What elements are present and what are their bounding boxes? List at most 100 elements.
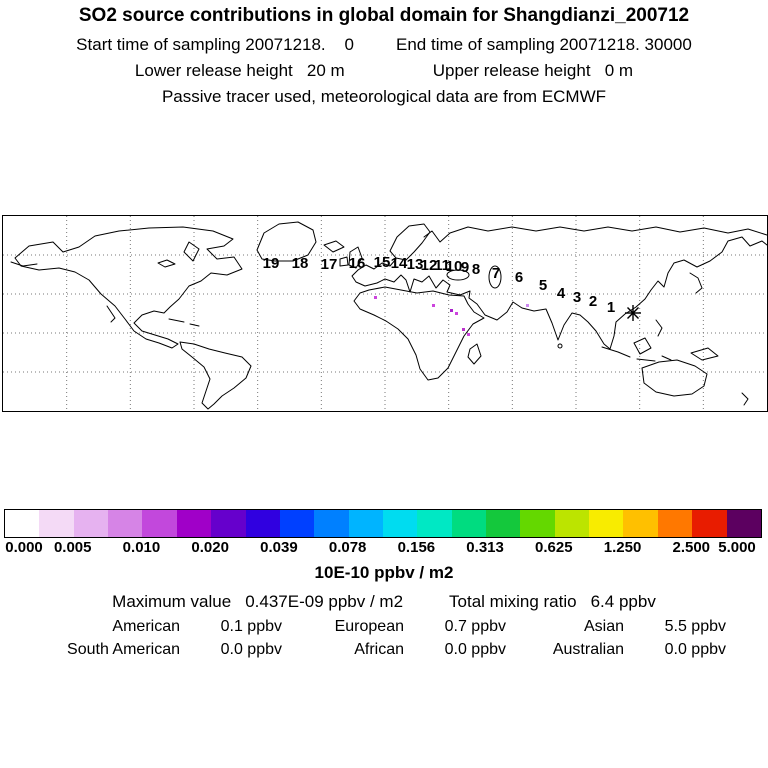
coastline-eurasia-south	[351, 236, 767, 350]
colorbar-segment	[279, 510, 315, 537]
svg-text:5: 5	[539, 277, 547, 294]
svg-text:15: 15	[374, 254, 391, 271]
colorbar-segment	[108, 510, 143, 537]
region-value: 0.1 ppbv	[220, 618, 282, 635]
max-value: 0.437E-09 ppbv / m2	[245, 592, 404, 611]
colorbar-tick: 0.005	[53, 539, 92, 556]
source-dots	[374, 296, 529, 336]
coastline-sri-lanka	[557, 343, 563, 349]
coastline-hispaniola	[189, 323, 200, 327]
colorbar-segment	[657, 510, 693, 537]
coastline-baltic	[357, 258, 397, 271]
colorbar-tick: 1.250	[603, 539, 642, 556]
release-height-line: Lower release height 20 m Upper release …	[0, 61, 768, 81]
svg-text:16: 16	[349, 255, 366, 272]
region-contribution-table: American 0.1 ppbv European 0.7 ppbv Asia…	[30, 618, 726, 659]
region-value: 5.5 ppbv	[664, 618, 726, 635]
svg-text:2: 2	[589, 293, 597, 310]
coastline-arctic-russia	[423, 226, 767, 243]
colorbar-segment	[692, 510, 727, 537]
colorbar-segment	[382, 510, 418, 537]
svg-text:9: 9	[461, 259, 469, 276]
region-label: South American	[67, 641, 180, 658]
svg-text:14: 14	[391, 255, 408, 272]
colorbar-segment	[211, 510, 246, 537]
start-time-text: Start time of sampling 20071218. 0	[76, 35, 354, 54]
svg-text:18: 18	[292, 255, 309, 272]
coastline-sumatra-java	[601, 346, 631, 358]
end-time-text: End time of sampling 20071218. 30000	[396, 35, 692, 54]
colorbar-tick: 5.000	[718, 539, 756, 556]
max-value-label: Maximum value	[112, 592, 232, 611]
region-label: American	[112, 618, 180, 635]
svg-text:7: 7	[492, 265, 500, 282]
page-title: SO2 source contributions in global domai…	[78, 5, 690, 26]
colorbar-tick: 0.625	[535, 539, 573, 556]
svg-text:10: 10	[446, 258, 463, 275]
coastline-north-america	[14, 226, 243, 349]
svg-text:13: 13	[407, 256, 424, 273]
coastline-iceland	[323, 240, 345, 253]
coastline-new-guinea	[690, 347, 719, 361]
colorbar-segment	[486, 510, 521, 537]
svg-text:12: 12	[421, 257, 438, 274]
colorbar-segment	[589, 510, 624, 537]
region-value: 0.0 ppbv	[220, 641, 282, 658]
svg-text:17: 17	[321, 256, 338, 273]
svg-text:6: 6	[515, 269, 523, 286]
tracer-note: Passive tracer used, meteorological data…	[161, 87, 607, 106]
colorbar-segment	[142, 510, 177, 537]
coastline-baja	[106, 305, 116, 323]
coastline-great-lakes	[157, 259, 176, 268]
colorbar-segment	[520, 510, 555, 537]
region-value: 0.0 ppbv	[664, 641, 726, 658]
region-label: European	[334, 618, 404, 635]
caspian-sea	[488, 265, 502, 289]
region-label: Australian	[552, 641, 624, 658]
svg-text:4: 4	[557, 285, 566, 302]
colorbar	[4, 509, 762, 538]
colorbar-tick: 0.020	[191, 539, 229, 556]
colorbar-unit-label: 10E-10 ppbv / m2	[314, 563, 454, 582]
receptor-marker	[625, 305, 641, 321]
black-sea	[446, 269, 470, 281]
colorbar-segment	[39, 510, 74, 537]
colorbar-tick-row: 0.000 0.005 0.010 0.020 0.039 0.078 0.156 0.313…	[0, 539, 768, 559]
coastline-africa	[353, 286, 485, 381]
region-label: Asian	[583, 618, 624, 635]
region-value: 0.7 ppbv	[444, 618, 506, 635]
coastline-japan	[689, 272, 703, 294]
lower-release-text: Lower release height 20 m	[134, 61, 345, 80]
colorbar-segment	[623, 510, 658, 537]
coastline-south-america	[179, 341, 252, 410]
coastline-scandinavia	[389, 223, 431, 261]
world-coastlines	[10, 221, 767, 410]
coastline-new-zealand	[741, 392, 749, 406]
colorbar-tick: 0.039	[260, 539, 298, 556]
coastline-cuba	[168, 318, 185, 323]
region-label: African	[354, 641, 404, 658]
colorbar-tick: 0.010	[122, 539, 161, 556]
svg-text:11: 11	[434, 257, 450, 274]
coastline-greenland	[256, 221, 317, 262]
coastline-madagascar	[467, 343, 482, 365]
upper-release-text: Upper release height 0 m	[432, 61, 634, 80]
svg-text:19: 19	[263, 255, 280, 272]
map-grid	[3, 216, 767, 411]
svg-text:1: 1	[607, 299, 615, 316]
coastline-britain	[348, 246, 363, 269]
coastline-philippines	[655, 319, 663, 337]
coastline-sulawesi	[661, 355, 672, 361]
summary-row: Maximum value 0.437E-09 ppbv / m2 Total …	[0, 592, 768, 612]
world-map-panel: 19 18 17 16 15 14 13 12 11 10 9 8 7 6 5 4 3 2 1	[2, 215, 768, 412]
colorbar-tick: 0.000	[5, 539, 43, 556]
region-value: 0.0 ppbv	[444, 641, 506, 658]
coastline-hudson-bay	[183, 241, 200, 262]
total-mixing-label: Total mixing ratio	[449, 592, 577, 611]
colorbar-tick: 0.156	[397, 539, 436, 556]
colorbar-tick: 0.078	[328, 539, 367, 556]
total-mixing-value: 6.4 ppbv	[590, 592, 656, 611]
colorbar-segment	[451, 510, 487, 537]
